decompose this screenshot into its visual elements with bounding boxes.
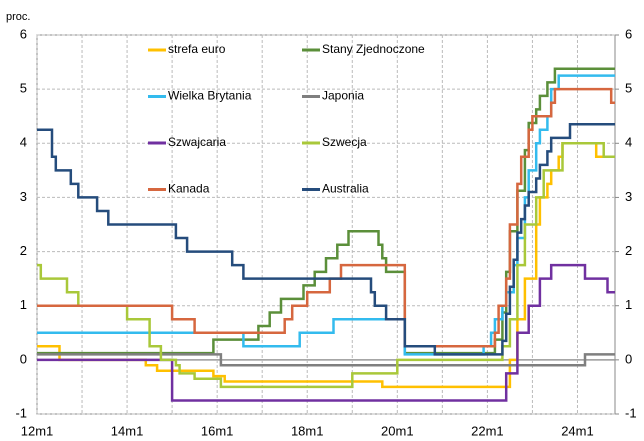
y2-tick-label: 3 — [625, 189, 632, 204]
y2-tick-label: 5 — [625, 81, 632, 96]
y-tick-label: 2 — [20, 243, 27, 258]
y2-tick-label: -1 — [625, 405, 637, 420]
y-axis-label: proc. — [6, 11, 30, 23]
series-line — [37, 123, 615, 356]
y-tick-label: 0 — [20, 351, 27, 366]
legend-label: Szwecja — [322, 135, 367, 149]
x-tick-label: 20m1 — [381, 423, 414, 438]
y-tick-label: 3 — [20, 189, 27, 204]
y-tick-label: 4 — [20, 135, 27, 150]
y2-tick-label: 1 — [625, 297, 632, 312]
legend-label: Japonia — [322, 89, 364, 103]
y2-tick-label: 4 — [625, 135, 632, 150]
y-tick-label: 1 — [20, 297, 27, 312]
legend-label: Kanada — [168, 182, 210, 196]
x-tick-label: 18m1 — [291, 423, 324, 438]
legend-label: Australia — [322, 182, 369, 196]
y-tick-label: -1 — [15, 405, 27, 420]
x-tick-label: 12m1 — [21, 423, 54, 438]
series-line — [37, 142, 615, 389]
legend-label: strefa euro — [168, 42, 226, 56]
legend-label: Szwajcaria — [168, 135, 226, 149]
x-tick-label: 22m1 — [471, 423, 504, 438]
x-tick-label: 14m1 — [111, 423, 144, 438]
plot-area — [36, 34, 616, 415]
y2-tick-label: 2 — [625, 243, 632, 258]
series-line — [37, 263, 615, 402]
series-line — [37, 67, 615, 355]
legend-label: Wielka Brytania — [168, 89, 252, 103]
y2-tick-label: 0 — [625, 351, 632, 366]
y-tick-label: 6 — [20, 26, 27, 41]
x-tick-label: 16m1 — [201, 423, 234, 438]
y2-tick-label: 6 — [625, 26, 632, 41]
x-tick-label: 24m1 — [561, 423, 594, 438]
series-line — [37, 353, 615, 367]
series-line — [37, 87, 615, 348]
y-tick-label: 5 — [20, 81, 27, 96]
legend-label: Stany Zjednoczone — [322, 42, 425, 56]
